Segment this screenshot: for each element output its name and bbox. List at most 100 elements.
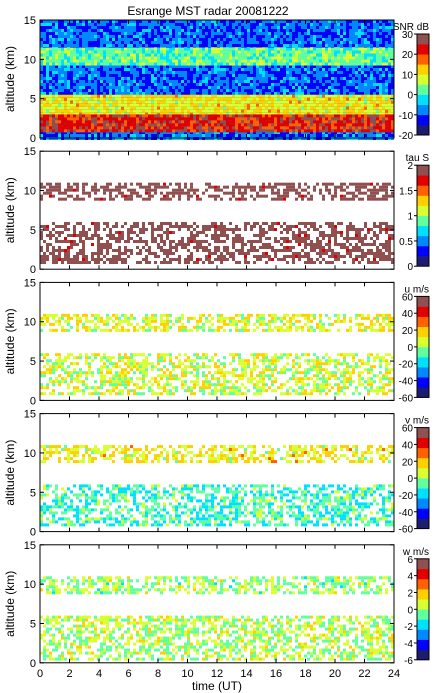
colorbar-swatch [417,611,429,615]
colorbar-swatch [417,198,429,201]
colorbar-swatch [417,624,429,628]
colorbar-tick-label: -20 [399,360,414,371]
colorbar-swatch [417,89,429,93]
colorbar-swatch [417,223,429,227]
x-tick-label: 10 [181,668,193,680]
y-tick-label: 0 [30,395,36,407]
colorbar-swatch [417,225,429,229]
colorbar-swatch [417,652,429,656]
colorbar-swatch [417,384,429,388]
colorbar-swatch [417,584,429,587]
colorbar-swatch [417,480,429,484]
panel-2: 0 5 10 15 altitude (km) tau S2 1.5 1 0.5 0 [3,146,430,276]
colorbar-swatch [417,71,429,75]
colorbar-swatch [417,490,429,494]
colorbar-tick-label: -2 [404,622,413,633]
colorbar-swatch [417,475,429,479]
colorbar-swatch [417,51,429,55]
colorbar-swatch [417,654,429,658]
colorbar-tick-label: -60 [399,393,414,404]
colorbar-swatch [417,112,429,116]
colorbar-swatch [417,341,429,345]
colorbar-tick-label: -60 [399,525,414,536]
colorbar-swatch [417,258,429,262]
colorbar-swatch [417,573,429,577]
x-tick-label: 24 [388,668,400,680]
colorbar-swatch [417,172,429,176]
colorbar-swatch [417,473,429,476]
colorbar-swatch [417,589,429,592]
echo-layers [40,445,394,527]
colorbar-swatch [417,455,429,459]
colorbar-swatch [417,468,429,471]
y-tick-label: 15 [24,146,36,158]
colorbar-swatch [417,566,429,570]
colorbar-swatch [417,64,429,68]
colorbar-swatch [417,354,429,358]
colorbar-swatch [417,450,429,454]
colorbar-swatch [417,129,429,133]
colorbar-frame [416,33,430,136]
colorbar-swatch [417,44,429,47]
colorbar-swatch [417,601,429,605]
colorbar-swatch [417,36,429,40]
y-tick-label: 10 [24,186,36,198]
colorbar-swatch [417,647,429,650]
colorbar-tick-label: 1 [407,212,413,223]
colorbar-swatch [417,606,429,610]
colorbar-swatch [417,326,429,330]
colorbar-tick-label: 20 [402,457,414,468]
colorbar-swatch [417,586,429,590]
colorbar-tick-label: 60 [402,292,414,303]
colorbar-tick-label: 60 [402,424,414,435]
colorbar-swatch [417,510,429,514]
colorbar-swatch [417,508,429,512]
y-tick-label: 15 [24,15,36,27]
echo-layer [40,47,394,66]
colorbar-swatch [417,614,429,618]
colorbar-swatch [417,596,429,600]
y-tick-label: 0 [30,133,36,145]
colorbar-swatch [417,392,429,396]
y-tick-label: 10 [24,579,36,591]
y-tick-label: 10 [24,448,36,460]
y-axis-label: altitude (km) [3,177,17,243]
colorbar-swatch [417,220,429,224]
colorbar-swatch [417,465,429,469]
colorbar-tick-label: -6 [404,656,413,667]
y-tick-label: 0 [30,527,36,539]
colorbar-label: u m/s [405,284,429,295]
echo-layers [40,182,394,264]
y-axis-label: altitude (km) [3,571,17,637]
x-axis-label: time (UT) [192,679,242,693]
colorbar-swatch [417,329,429,333]
colorbar-swatch [417,56,429,60]
x-tick-label: 16 [270,668,282,680]
colorbar-swatch [417,367,429,370]
colorbar-tick-label: 40 [402,440,414,451]
colorbar-swatch [417,165,429,169]
colorbar-swatch [417,364,429,368]
colorbar-swatch [417,205,429,209]
colorbar-swatch [417,576,429,580]
colorbar-swatch [417,87,429,90]
colorbar-swatch [417,430,429,433]
y-axis-label: altitude (km) [3,440,17,506]
echo-layer [40,353,394,396]
y-axis-label: altitude (km) [3,308,17,374]
echo-layer [40,222,394,264]
colorbar-swatch [417,657,429,661]
y-tick-label: 5 [30,618,36,630]
x-tick-label: 14 [240,668,252,680]
colorbar-swatch [417,440,429,444]
colorbar-swatch [417,230,429,234]
colorbar-swatch [417,518,429,522]
colorbar-swatch [417,122,429,126]
colorbar-swatch [417,619,429,623]
colorbar-swatch [417,604,429,608]
y-tick-label: 15 [24,277,36,289]
colorbar-swatch [417,187,429,191]
colorbar-tick-label: 0 [407,605,413,616]
